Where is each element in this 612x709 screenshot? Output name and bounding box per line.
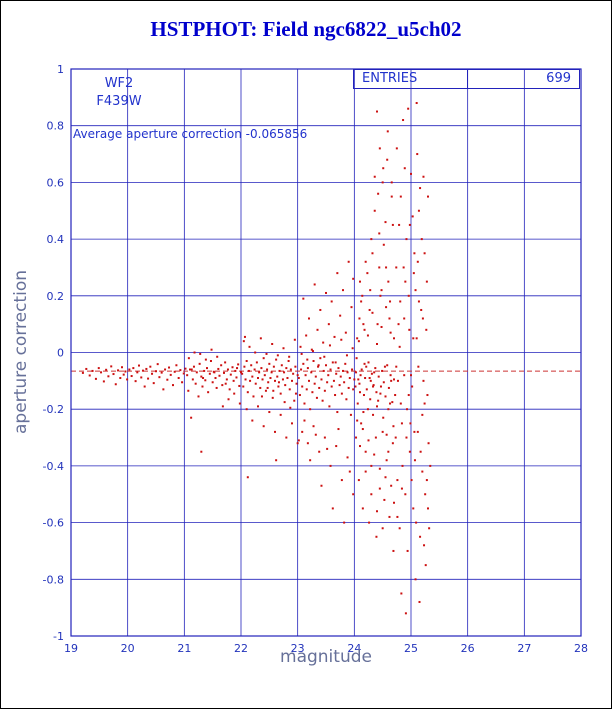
svg-text:27: 27 [517, 642, 531, 655]
svg-text:24: 24 [347, 642, 361, 655]
svg-text:23: 23 [291, 642, 305, 655]
svg-text:0.6: 0.6 [47, 176, 65, 189]
camera-filter-block: WF2 F439W [89, 75, 149, 111]
tick-labels: 19 20 21 22 23 24 25 26 27 28 1 0.8 0.6 0.4 0.2 0 -0.2 -0… [43, 63, 588, 655]
entries-value: 699 [466, 70, 580, 88]
svg-text:0.8: 0.8 [47, 120, 65, 133]
x-axis-label: magnitude [280, 647, 372, 667]
svg-text:19: 19 [64, 642, 78, 655]
scatter-points [81, 102, 432, 615]
svg-text:0.4: 0.4 [47, 233, 65, 246]
svg-text:0.2: 0.2 [47, 290, 65, 303]
page-title: HSTPHOT: Field ngc6822_u5ch02 [150, 17, 462, 41]
svg-text:-0.6: -0.6 [43, 517, 64, 530]
grid-lines [71, 69, 581, 636]
filter-label: F439W [96, 94, 142, 109]
svg-text:28: 28 [574, 642, 588, 655]
svg-text:26: 26 [461, 642, 475, 655]
svg-text:25: 25 [404, 642, 418, 655]
svg-text:-0.8: -0.8 [43, 573, 64, 586]
svg-text:20: 20 [121, 642, 135, 655]
entries-label: ENTRIES [362, 71, 418, 86]
svg-text:-1: -1 [53, 630, 64, 643]
svg-text:1: 1 [57, 63, 64, 76]
y-axis-label: aperture correction [11, 270, 31, 434]
svg-text:0: 0 [57, 347, 64, 360]
entries-box: ENTRIES 699 [353, 69, 580, 89]
camera-label: WF2 [104, 76, 134, 91]
svg-text:-0.2: -0.2 [43, 403, 64, 416]
svg-text:-0.4: -0.4 [43, 460, 64, 473]
svg-text:21: 21 [177, 642, 191, 655]
svg-text:22: 22 [234, 642, 248, 655]
average-correction-text: Average aperture correction -0.065856 [73, 127, 308, 141]
plot-frame [70, 68, 582, 637]
